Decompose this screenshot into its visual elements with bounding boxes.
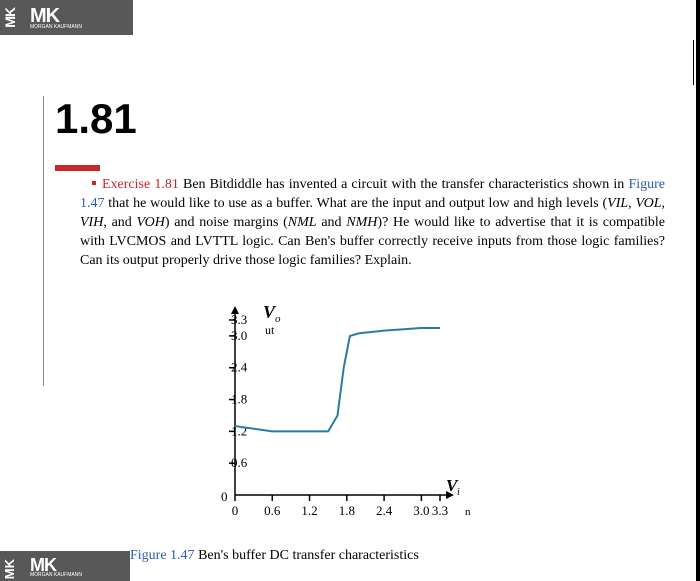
- figure-text: Ben's buffer DC transfer characteristics: [195, 548, 419, 563]
- svg-text:3.0: 3.0: [413, 503, 429, 518]
- t2: that he would like to use as a buffer. W…: [105, 196, 608, 211]
- figure-label: Figure 1.47: [130, 548, 195, 563]
- svg-text:3.3: 3.3: [231, 312, 247, 327]
- section-number: 1.81: [55, 95, 137, 143]
- section-heading: 1.81: [55, 95, 137, 143]
- voh: VOH: [137, 215, 165, 230]
- svg-text:i: i: [457, 487, 460, 498]
- exercise-text: Exercise 1.81 Ben Bitdiddle has invented…: [80, 176, 665, 270]
- mk-vertical-bottom: MK: [2, 559, 17, 579]
- mk-vertical-top: MK: [2, 8, 18, 28]
- vil: VIL: [607, 196, 628, 211]
- red-divider: [55, 165, 100, 171]
- svg-text:1.2: 1.2: [301, 503, 317, 518]
- exercise-label: Exercise 1.81: [102, 177, 179, 192]
- mk-logo-subtext-bottom: MORGAN KAUFMANN: [30, 572, 82, 578]
- figure-caption: Figure 1.47 Ben's buffer DC transfer cha…: [130, 548, 419, 564]
- c2: ,: [662, 196, 666, 211]
- svg-text:2.4: 2.4: [231, 360, 248, 375]
- svg-text:1.8: 1.8: [339, 503, 355, 518]
- page-right-border: [696, 0, 700, 581]
- svg-text:1.2: 1.2: [231, 423, 247, 438]
- svg-text:3.0: 3.0: [231, 328, 247, 343]
- svg-text:o: o: [275, 313, 281, 325]
- t1: Ben Bitdiddle has invented a circuit wit…: [179, 177, 629, 192]
- svg-text:3.3: 3.3: [432, 503, 448, 518]
- svg-text:n: n: [465, 506, 471, 518]
- svg-text:0: 0: [221, 489, 228, 504]
- nmh: NMH: [346, 215, 377, 230]
- transfer-chart: 0.61.21.82.43.03.300.61.21.82.43.03.30Vo…: [175, 295, 475, 530]
- nml: NML: [288, 215, 317, 230]
- svg-text:2.4: 2.4: [376, 503, 393, 518]
- top-logo-bar: MK MORGAN KAUFMANN: [0, 0, 133, 35]
- mk-logo-subtext: MORGAN KAUFMANN: [30, 24, 82, 30]
- svg-text:ut: ut: [265, 323, 275, 337]
- c3: , and: [103, 215, 136, 230]
- svg-text:0.6: 0.6: [231, 455, 248, 470]
- page-right-border-inner: [693, 40, 694, 85]
- svg-text:1.8: 1.8: [231, 392, 247, 407]
- left-margin-rule: [43, 96, 44, 386]
- and: and: [317, 215, 347, 230]
- vih: VIH: [80, 215, 103, 230]
- svg-text:0: 0: [232, 503, 239, 518]
- svg-text:0.6: 0.6: [264, 503, 281, 518]
- chart-svg: 0.61.21.82.43.03.300.61.21.82.43.03.30Vo…: [175, 295, 475, 530]
- vol: VOL: [635, 196, 661, 211]
- tm: ) and noise margins (: [165, 215, 288, 230]
- bottom-logo-bar: MK MORGAN KAUFMANN: [0, 551, 130, 581]
